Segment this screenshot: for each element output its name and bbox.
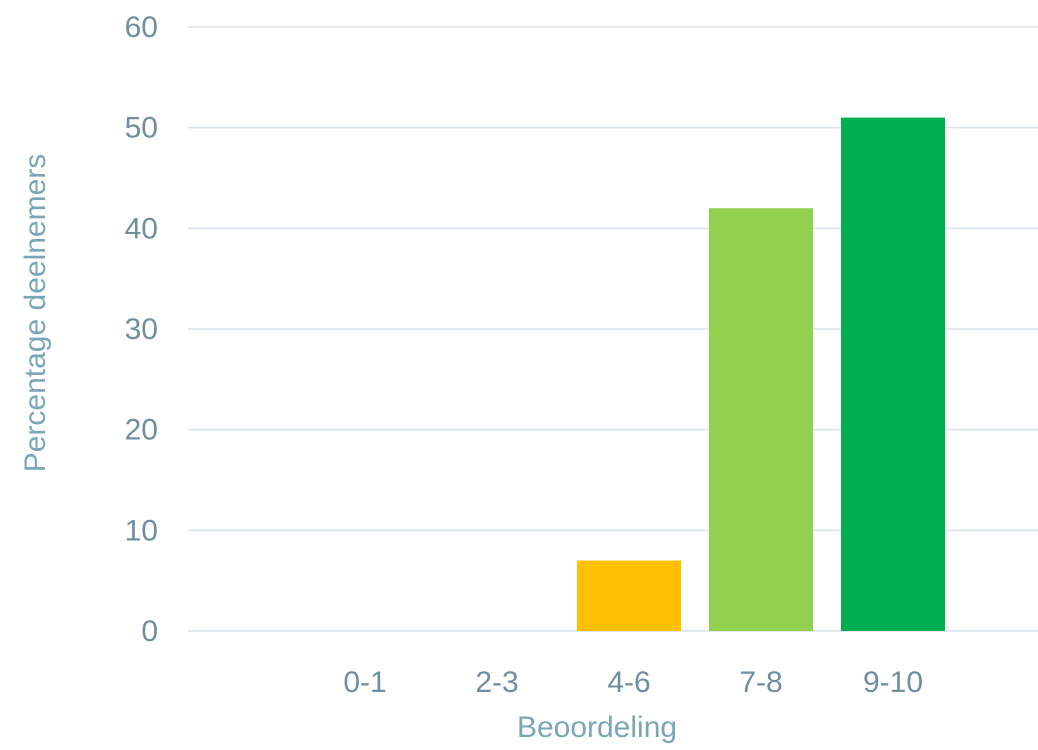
y-axis-title: Percentage deelnemers	[19, 154, 52, 473]
x-tick-label: 7-8	[739, 666, 782, 699]
x-tick-label: 2-3	[475, 666, 518, 699]
y-tick-label: 40	[125, 212, 158, 245]
x-tick-label: 0-1	[343, 666, 386, 699]
gridlines	[188, 26, 1038, 632]
bars	[577, 117, 945, 632]
y-tick-label: 30	[125, 313, 158, 346]
y-tick-label: 10	[125, 514, 158, 547]
x-tick-label: 4-6	[607, 666, 650, 699]
y-tick-label: 50	[125, 112, 158, 145]
x-tick-label: 9-10	[863, 666, 923, 699]
bar-7-8	[709, 208, 813, 631]
bar-4-6	[577, 560, 681, 631]
x-axis-ticks: 0-1 2-3 4-6 7-8 9-10	[343, 666, 923, 699]
y-axis-ticks: 0 10 20 30 40 50 60	[125, 11, 158, 648]
bar-9-10	[841, 117, 945, 632]
y-tick-label: 60	[125, 11, 158, 44]
x-axis-title: Beoordeling	[517, 711, 677, 744]
y-tick-label: 0	[141, 615, 158, 648]
y-tick-label: 20	[125, 414, 158, 447]
